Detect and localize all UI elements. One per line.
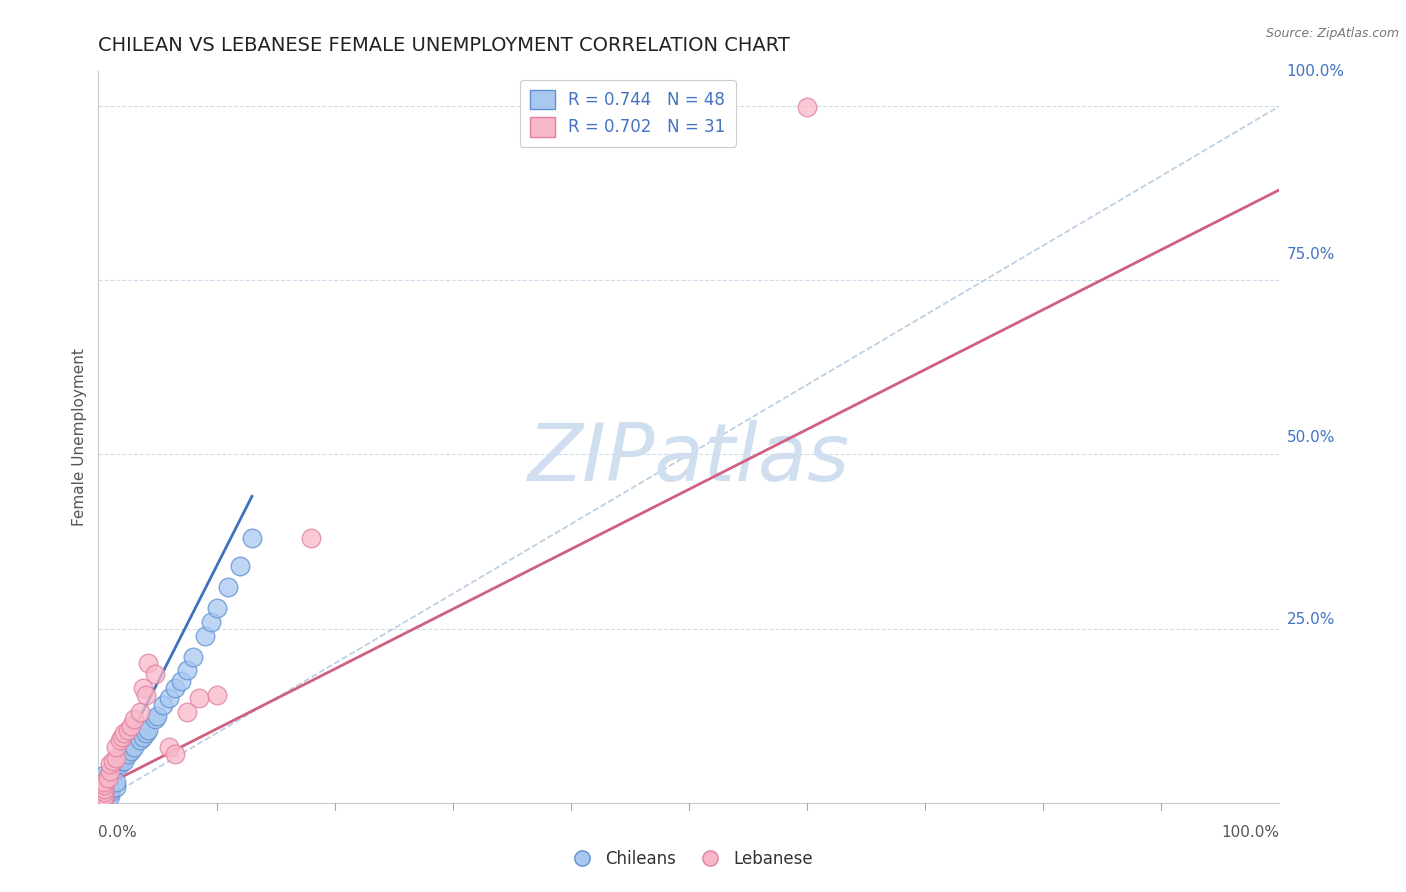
Text: 0.0%: 0.0% xyxy=(98,825,138,840)
Text: 75.0%: 75.0% xyxy=(1286,247,1334,261)
Point xyxy=(93,785,115,799)
Point xyxy=(93,792,115,806)
Point xyxy=(143,667,166,681)
Point xyxy=(143,712,166,726)
Point xyxy=(93,776,115,790)
Text: 25.0%: 25.0% xyxy=(1286,613,1334,627)
Point xyxy=(229,558,252,573)
Point xyxy=(108,757,131,772)
Text: 100.0%: 100.0% xyxy=(1222,825,1279,840)
Point xyxy=(91,792,114,806)
Point xyxy=(93,783,115,797)
Point xyxy=(146,708,169,723)
Point xyxy=(128,705,150,719)
Point xyxy=(93,792,115,806)
Point xyxy=(93,775,115,789)
Point xyxy=(105,780,128,795)
Point xyxy=(93,785,115,799)
Point xyxy=(98,789,121,803)
Point xyxy=(93,792,115,806)
Point xyxy=(98,785,121,799)
Point xyxy=(93,781,115,796)
Point xyxy=(135,726,157,740)
Text: ZIPatlas: ZIPatlas xyxy=(527,420,851,498)
Point xyxy=(194,629,217,643)
Point xyxy=(136,723,159,737)
Legend: Chileans, Lebanese: Chileans, Lebanese xyxy=(558,844,820,875)
Point xyxy=(111,730,134,744)
Point xyxy=(176,664,198,678)
Point xyxy=(101,754,124,768)
Point xyxy=(165,681,187,695)
Text: 100.0%: 100.0% xyxy=(1286,64,1344,78)
Point xyxy=(136,657,159,671)
Point xyxy=(157,691,180,706)
Point xyxy=(217,580,239,594)
Point xyxy=(98,764,121,779)
Point xyxy=(97,772,120,786)
Point xyxy=(205,688,228,702)
Point xyxy=(93,788,115,802)
Point xyxy=(121,719,143,733)
Point xyxy=(299,531,322,545)
Point xyxy=(200,615,222,629)
Point xyxy=(93,781,115,796)
Point xyxy=(135,688,157,702)
Point xyxy=(93,780,115,795)
Point xyxy=(93,789,115,803)
Point xyxy=(105,775,128,789)
Point xyxy=(181,649,204,664)
Point xyxy=(170,673,193,688)
Point xyxy=(93,789,115,803)
Point xyxy=(93,792,115,806)
Point xyxy=(98,781,121,796)
Point xyxy=(105,750,128,764)
Point xyxy=(165,747,187,761)
Text: CHILEAN VS LEBANESE FEMALE UNEMPLOYMENT CORRELATION CHART: CHILEAN VS LEBANESE FEMALE UNEMPLOYMENT … xyxy=(98,36,790,54)
Point xyxy=(157,740,180,755)
Point xyxy=(101,761,124,775)
Point xyxy=(117,747,139,761)
Point xyxy=(132,730,155,744)
Point xyxy=(93,778,115,792)
Point xyxy=(111,754,134,768)
Point xyxy=(152,698,174,713)
Point xyxy=(132,681,155,695)
Point xyxy=(112,726,135,740)
Point xyxy=(93,768,115,782)
Point xyxy=(105,740,128,755)
Point xyxy=(796,100,818,114)
Point xyxy=(121,743,143,757)
Point xyxy=(176,705,198,719)
Point xyxy=(93,792,115,806)
Point xyxy=(108,733,131,747)
Point xyxy=(122,712,145,726)
Point xyxy=(98,778,121,792)
Point xyxy=(128,733,150,747)
Point xyxy=(205,600,228,615)
Point xyxy=(93,772,115,786)
Point xyxy=(122,740,145,755)
Point xyxy=(117,723,139,737)
Point xyxy=(112,754,135,768)
Point xyxy=(111,750,134,764)
Text: Source: ZipAtlas.com: Source: ZipAtlas.com xyxy=(1265,27,1399,40)
Point xyxy=(93,775,115,789)
Point xyxy=(187,691,209,706)
Y-axis label: Female Unemployment: Female Unemployment xyxy=(72,348,87,526)
Point xyxy=(240,531,263,545)
Point xyxy=(93,778,115,792)
Text: 50.0%: 50.0% xyxy=(1286,430,1334,444)
Point xyxy=(98,757,121,772)
Point xyxy=(93,790,115,805)
